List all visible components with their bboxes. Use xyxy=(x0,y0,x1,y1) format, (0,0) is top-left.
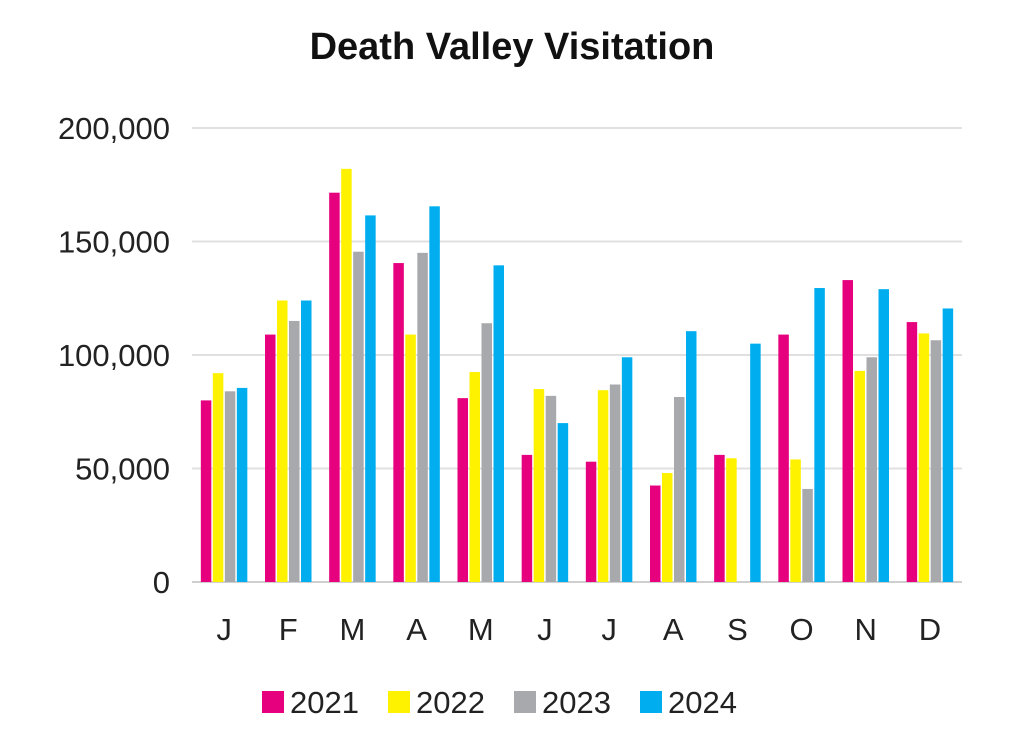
bar-2024-3 xyxy=(429,206,440,582)
bar-2022-11 xyxy=(918,333,930,582)
bar-2023-7 xyxy=(674,396,685,582)
bar-2022-8 xyxy=(726,458,737,582)
y-tick-label: 50,000 xyxy=(75,452,170,487)
x-tick-label: J xyxy=(601,612,617,647)
bar-2023-1 xyxy=(289,320,300,582)
bar-2021-9 xyxy=(778,334,789,582)
x-tick-label: A xyxy=(663,612,684,647)
bar-2022-2 xyxy=(341,168,352,583)
bar-2024-7 xyxy=(686,331,697,582)
y-axis-ticks: 0 50,000 100,000 150,000 200,000 xyxy=(58,111,170,600)
bar-2021-6 xyxy=(585,461,597,582)
bar-2023-10 xyxy=(866,357,877,582)
bar-2024-8 xyxy=(750,343,761,582)
bar-2021-1 xyxy=(265,334,276,582)
x-tick-label: N xyxy=(855,612,877,647)
bar-2023-2 xyxy=(353,251,364,582)
legend-label: 2021 xyxy=(290,685,359,720)
bar-2022-9 xyxy=(790,459,801,582)
legend-label: 2022 xyxy=(416,685,485,720)
bar-2022-3 xyxy=(405,334,416,582)
y-tick-label: 0 xyxy=(153,565,170,600)
x-tick-label: O xyxy=(790,612,814,647)
bar-2023-0 xyxy=(224,391,236,582)
bar-2022-5 xyxy=(533,389,545,582)
bars xyxy=(200,168,954,583)
x-tick-label: M xyxy=(468,612,494,647)
y-tick-label: 200,000 xyxy=(58,111,170,146)
gridlines xyxy=(192,127,962,583)
bar-2022-7 xyxy=(662,473,673,582)
legend-label: 2023 xyxy=(542,685,611,720)
bar-2022-10 xyxy=(854,370,865,582)
x-tick-label: J xyxy=(537,612,553,647)
bar-2021-4 xyxy=(457,398,468,582)
legend-swatch-2024 xyxy=(640,691,662,713)
bar-2023-3 xyxy=(417,252,428,582)
x-tick-label: J xyxy=(216,612,232,647)
bar-2024-5 xyxy=(557,423,569,582)
bar-2023-6 xyxy=(609,384,621,582)
legend-label: 2024 xyxy=(668,685,737,720)
legend-swatch-2021 xyxy=(262,691,284,713)
bar-2021-2 xyxy=(329,192,340,582)
y-tick-label: 100,000 xyxy=(58,338,170,373)
bar-2021-10 xyxy=(842,280,853,582)
bar-2024-10 xyxy=(878,289,889,582)
legend-swatch-2023 xyxy=(514,691,536,713)
bar-2024-4 xyxy=(493,265,504,582)
x-tick-label: F xyxy=(279,612,298,647)
bar-2024-9 xyxy=(814,288,825,582)
bar-2024-6 xyxy=(621,357,633,582)
legend-swatch-2022 xyxy=(388,691,410,713)
bar-2022-6 xyxy=(597,390,609,582)
bar-2022-1 xyxy=(277,300,288,582)
x-tick-label: D xyxy=(919,612,941,647)
bar-2023-9 xyxy=(802,488,813,582)
bar-2021-7 xyxy=(650,485,661,582)
bar-2023-11 xyxy=(930,340,942,582)
bar-2024-11 xyxy=(942,308,954,582)
x-tick-label: S xyxy=(727,612,748,647)
bar-2024-0 xyxy=(236,387,248,582)
bar-2024-1 xyxy=(301,300,312,582)
bar-2023-4 xyxy=(481,323,492,582)
x-tick-label: A xyxy=(406,612,427,647)
bar-2021-0 xyxy=(200,400,212,582)
chart-title: Death Valley Visitation xyxy=(309,26,715,68)
x-tick-label: M xyxy=(340,612,366,647)
legend: 2021 2022 2023 2024 xyxy=(262,685,737,720)
bar-2022-4 xyxy=(469,372,480,582)
bar-2021-3 xyxy=(393,263,404,582)
bar-2021-11 xyxy=(906,322,918,582)
bar-2023-5 xyxy=(545,395,557,582)
y-tick-label: 150,000 xyxy=(58,225,170,260)
bar-2021-8 xyxy=(714,454,725,582)
bar-2021-5 xyxy=(521,454,533,582)
bar-2022-0 xyxy=(212,373,224,582)
bar-2024-2 xyxy=(365,215,376,582)
